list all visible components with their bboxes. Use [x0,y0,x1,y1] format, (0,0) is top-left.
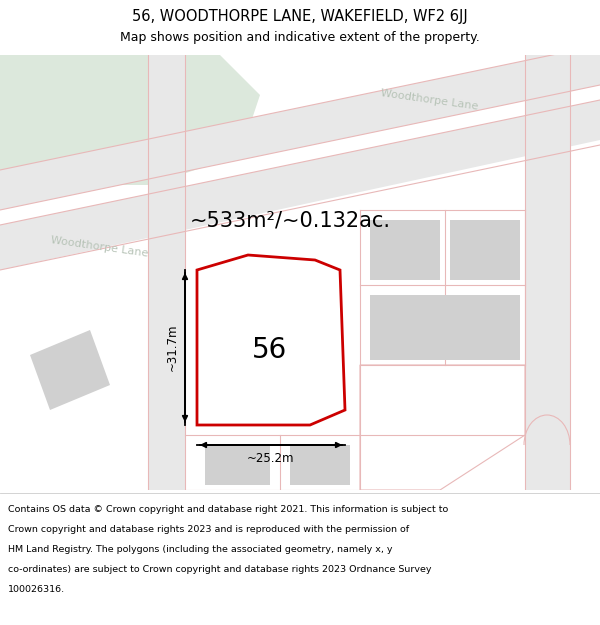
Polygon shape [197,255,345,425]
Text: Contains OS data © Crown copyright and database right 2021. This information is : Contains OS data © Crown copyright and d… [8,505,448,514]
Polygon shape [0,55,260,185]
Polygon shape [0,100,600,270]
Polygon shape [205,290,315,380]
Polygon shape [148,55,185,490]
Polygon shape [0,45,600,210]
Text: ~533m²/~0.132ac.: ~533m²/~0.132ac. [190,210,391,230]
Text: 100026316.: 100026316. [8,585,65,594]
Polygon shape [525,55,570,490]
Text: ~25.2m: ~25.2m [247,452,295,466]
Text: 56: 56 [253,336,287,364]
Polygon shape [450,220,520,280]
Polygon shape [370,295,520,360]
Polygon shape [30,330,110,410]
Text: Woodthorpe Lane: Woodthorpe Lane [380,88,479,112]
Text: HM Land Registry. The polygons (including the associated geometry, namely x, y: HM Land Registry. The polygons (includin… [8,545,392,554]
Polygon shape [370,220,440,280]
Text: Crown copyright and database rights 2023 and is reproduced with the permission o: Crown copyright and database rights 2023… [8,525,409,534]
Text: Woodthorpe Lane: Woodthorpe Lane [50,235,149,259]
Text: 56, WOODTHORPE LANE, WAKEFIELD, WF2 6JJ: 56, WOODTHORPE LANE, WAKEFIELD, WF2 6JJ [132,9,468,24]
Polygon shape [290,445,350,485]
Text: Map shows position and indicative extent of the property.: Map shows position and indicative extent… [120,31,480,44]
Text: co-ordinates) are subject to Crown copyright and database rights 2023 Ordnance S: co-ordinates) are subject to Crown copyr… [8,565,431,574]
Polygon shape [205,445,270,485]
Text: ~31.7m: ~31.7m [166,324,179,371]
